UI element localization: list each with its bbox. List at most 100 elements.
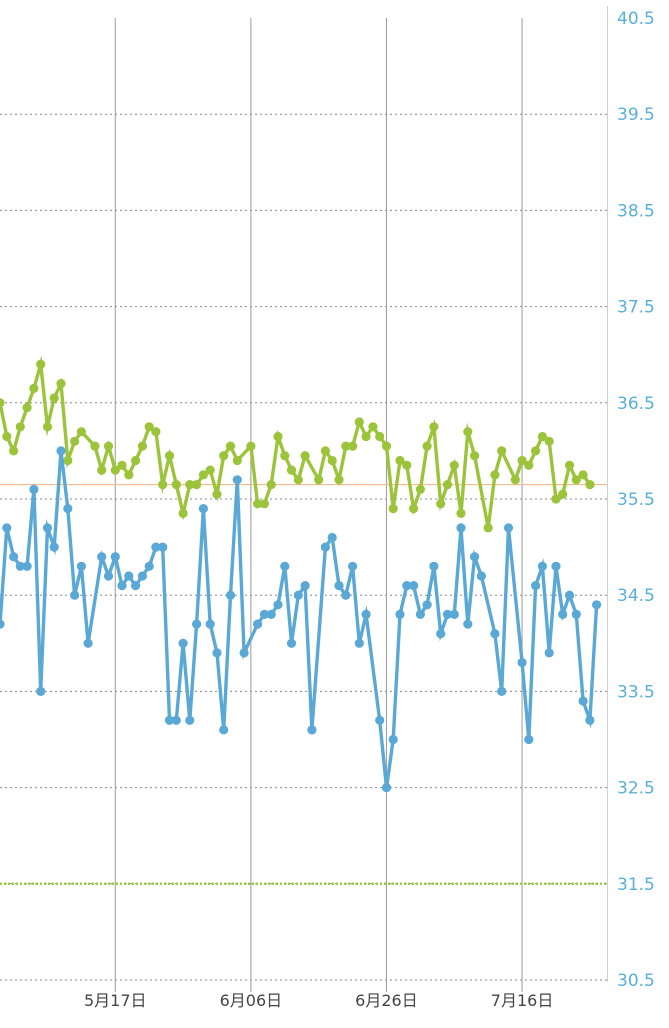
data-point: [517, 455, 527, 466]
data-point: [280, 561, 290, 571]
data-point: [137, 441, 147, 451]
data-point: [395, 455, 405, 466]
data-point: [578, 696, 588, 706]
data-point: [70, 436, 80, 446]
data-point: [151, 427, 161, 437]
data-point: [537, 561, 548, 571]
data-point: [9, 446, 19, 456]
data-point: [158, 480, 168, 490]
data-point: [293, 475, 303, 485]
y-axis: 40.5 39.5 38.5 37.5 36.5 35.5 34.5 33.5 32.5 31.5…: [617, 9, 655, 991]
data-point: [212, 648, 222, 658]
data-point: [49, 542, 59, 552]
data-point: [429, 561, 439, 571]
data-point: [564, 460, 575, 470]
y-tick-label: 34.5: [617, 586, 655, 606]
x-tick-label: 6月06日: [220, 991, 283, 1010]
data-point: [124, 571, 134, 581]
data-point: [70, 590, 80, 600]
data-point: [490, 470, 500, 480]
data-point: [537, 431, 548, 442]
data-point: [436, 629, 446, 639]
data-point: [158, 542, 168, 552]
data-point: [585, 715, 595, 725]
data-point: [137, 571, 147, 581]
data-point: [544, 648, 554, 658]
data-point: [463, 427, 473, 437]
data-point: [463, 619, 473, 629]
data-point: [198, 470, 208, 480]
data-point: [497, 446, 507, 456]
x-tick-label: 7月16日: [491, 991, 554, 1010]
data-point: [225, 441, 236, 451]
data-point: [429, 422, 439, 432]
data-point: [510, 475, 520, 485]
data-point: [219, 451, 229, 461]
data-point: [97, 465, 107, 475]
data-point: [354, 417, 364, 427]
data-point: [388, 504, 398, 514]
data-point: [151, 542, 161, 552]
data-point: [409, 504, 419, 514]
data-point: [225, 590, 236, 600]
data-point: [219, 725, 229, 735]
data-point: [164, 715, 175, 725]
data-point: [286, 638, 297, 648]
data-point: [470, 552, 480, 562]
data-point: [592, 600, 602, 610]
data-point: [395, 609, 405, 620]
data-point: [422, 441, 432, 451]
data-point: [103, 571, 114, 581]
data-point: [2, 523, 12, 533]
data-point: [402, 581, 412, 591]
data-point: [551, 494, 561, 504]
data-point: [97, 552, 107, 562]
data-point: [470, 451, 480, 461]
data-point: [571, 609, 581, 620]
y-tick-label: 38.5: [617, 201, 655, 221]
data-point: [253, 499, 263, 509]
data-point: [253, 619, 263, 629]
data-point: [9, 552, 19, 562]
data-point: [375, 431, 385, 442]
data-point: [178, 508, 188, 518]
data-point: [144, 561, 154, 571]
data-point: [83, 638, 93, 648]
data-point: [192, 480, 202, 490]
data-point: [422, 600, 432, 610]
data-point: [300, 581, 310, 591]
data-point: [320, 446, 330, 456]
data-point: [449, 460, 459, 470]
data-point: [483, 523, 493, 533]
data-point: [280, 451, 290, 461]
data-point: [90, 441, 100, 451]
data-point: [56, 446, 66, 456]
data-point: [198, 504, 208, 514]
data-point: [348, 441, 358, 451]
y-tick-label: 39.5: [617, 105, 655, 125]
data-point: [36, 686, 46, 697]
data-point: [22, 561, 32, 571]
data-point: [36, 359, 46, 369]
reference-lines: [0, 483, 607, 886]
x-axis: 5月17日 6月06日 6月26日 7月16日: [84, 991, 553, 1010]
series-1: [0, 446, 602, 793]
data-point: [375, 715, 385, 725]
data-point: [144, 422, 154, 432]
data-point: [544, 436, 554, 446]
data-point: [334, 475, 344, 485]
y-tick-label: 37.5: [617, 298, 655, 318]
grid-layer: [0, 6, 608, 992]
data-point: [402, 460, 412, 470]
data-point: [22, 403, 32, 413]
data-point: [131, 581, 141, 591]
data-point: [524, 734, 534, 745]
data-point: [415, 484, 425, 494]
data-point: [0, 398, 5, 408]
data-point: [266, 609, 276, 620]
data-point: [436, 499, 446, 509]
data-point: [124, 470, 134, 480]
data-point: [571, 475, 581, 485]
data-point: [185, 715, 195, 725]
